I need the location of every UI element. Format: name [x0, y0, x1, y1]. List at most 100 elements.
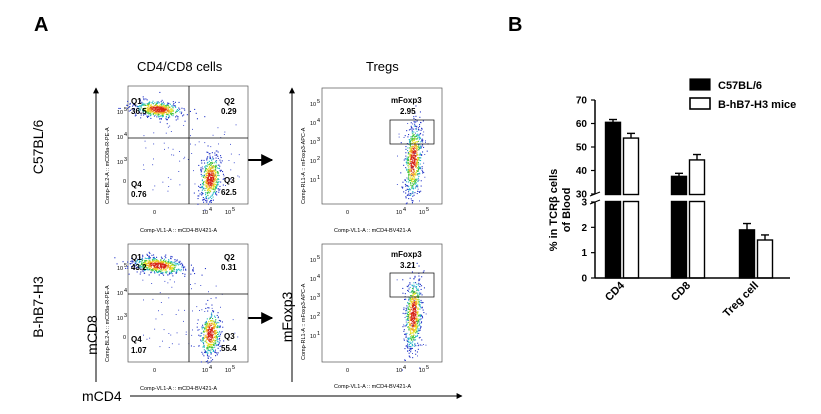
event-dot: [407, 162, 409, 164]
event-dot: [166, 123, 168, 125]
event-dot: [419, 367, 421, 369]
event-dot: [168, 107, 170, 109]
event-dot: [205, 165, 207, 167]
event-dot: [210, 179, 212, 181]
event-dot: [230, 153, 232, 155]
event-dot: [416, 319, 418, 321]
event-dot: [211, 333, 213, 335]
event-dot: [419, 286, 421, 288]
event-dot: [414, 309, 416, 311]
tick-y1-exp: 1: [317, 175, 320, 181]
tick-y4: 10: [117, 135, 123, 141]
event-dot: [416, 163, 418, 165]
event-dot: [405, 333, 407, 335]
event-dot: [409, 188, 411, 190]
event-dot: [203, 176, 205, 178]
event-dot: [406, 332, 408, 334]
event-dot: [413, 339, 415, 341]
event-dot: [411, 167, 413, 169]
event-dot: [165, 115, 167, 117]
event-dot: [210, 170, 212, 172]
event-dot: [203, 342, 205, 344]
tick-x4-exp: 4: [209, 207, 212, 213]
event-dot: [143, 110, 145, 112]
event-dot: [128, 110, 130, 112]
event-dot: [407, 311, 409, 313]
event-dot: [415, 306, 417, 308]
event-dot: [421, 127, 423, 129]
event-dot: [216, 185, 218, 187]
event-dot: [421, 344, 423, 346]
event-dot: [419, 325, 421, 327]
event-dot: [153, 259, 155, 261]
tick-y3: 10: [117, 316, 123, 322]
event-dot: [414, 291, 416, 293]
event-dot: [423, 162, 425, 164]
event-dot: [406, 202, 408, 204]
event-dot: [210, 330, 212, 332]
event-dot: [206, 333, 208, 335]
tick-y3-exp: 3: [124, 313, 127, 319]
event-dot: [139, 108, 141, 110]
event-dot: [409, 144, 411, 146]
event-dot: [405, 203, 407, 205]
event-dot: [409, 277, 411, 279]
event-dot: [212, 166, 214, 168]
event-dot: [212, 342, 214, 344]
event-dot: [414, 156, 416, 158]
event-dot: [181, 111, 183, 113]
event-dot: [418, 318, 420, 320]
event-dot: [207, 362, 209, 364]
event-dot: [214, 349, 216, 351]
event-dot: [208, 189, 210, 191]
event-dot: [171, 261, 173, 263]
event-dot: [205, 327, 207, 329]
event-dot: [412, 294, 414, 296]
event-dot: [406, 319, 408, 321]
event-dot: [153, 115, 155, 117]
event-dot: [200, 285, 202, 286]
event-dot: [202, 182, 204, 184]
event-dot: [213, 178, 215, 180]
event-dot: [215, 344, 217, 346]
event-dot: [414, 180, 416, 182]
event-dot: [194, 108, 196, 110]
event-dot: [206, 158, 208, 160]
tick-x5-exp: 5: [232, 365, 235, 371]
event-dot: [183, 125, 185, 126]
event-dot: [175, 116, 177, 118]
event-dot: [207, 203, 209, 205]
event-dot: [405, 148, 407, 150]
event-dot: [157, 264, 159, 266]
event-dot: [160, 117, 162, 119]
col1-header: CD4/CD8 cells: [137, 59, 223, 74]
event-dot: [215, 320, 217, 322]
event-dot: [142, 96, 144, 98]
event-dot: [213, 180, 215, 182]
event-dot: [408, 327, 410, 329]
event-dot: [417, 320, 419, 322]
event-dot: [209, 157, 211, 159]
event-dot: [172, 110, 174, 112]
event-dot: [218, 191, 220, 193]
event-dot: [406, 285, 408, 287]
event-dot: [207, 355, 209, 357]
event-dot: [160, 263, 162, 265]
event-dot: [405, 192, 407, 194]
event-dot: [169, 113, 171, 115]
event-dot: [207, 343, 209, 345]
event-dot: [406, 181, 408, 183]
event-dot: [410, 148, 412, 150]
event-dot: [205, 168, 207, 170]
tick-x5-exp: 5: [232, 207, 235, 213]
event-dot: [213, 165, 215, 167]
event-dot: [216, 154, 218, 156]
event-dot: [140, 117, 142, 119]
event-dot: [214, 180, 216, 182]
event-dot: [407, 317, 409, 319]
event-dot: [153, 257, 155, 259]
event-dot: [215, 319, 217, 321]
event-dot: [411, 176, 413, 178]
event-dot: [418, 175, 420, 177]
